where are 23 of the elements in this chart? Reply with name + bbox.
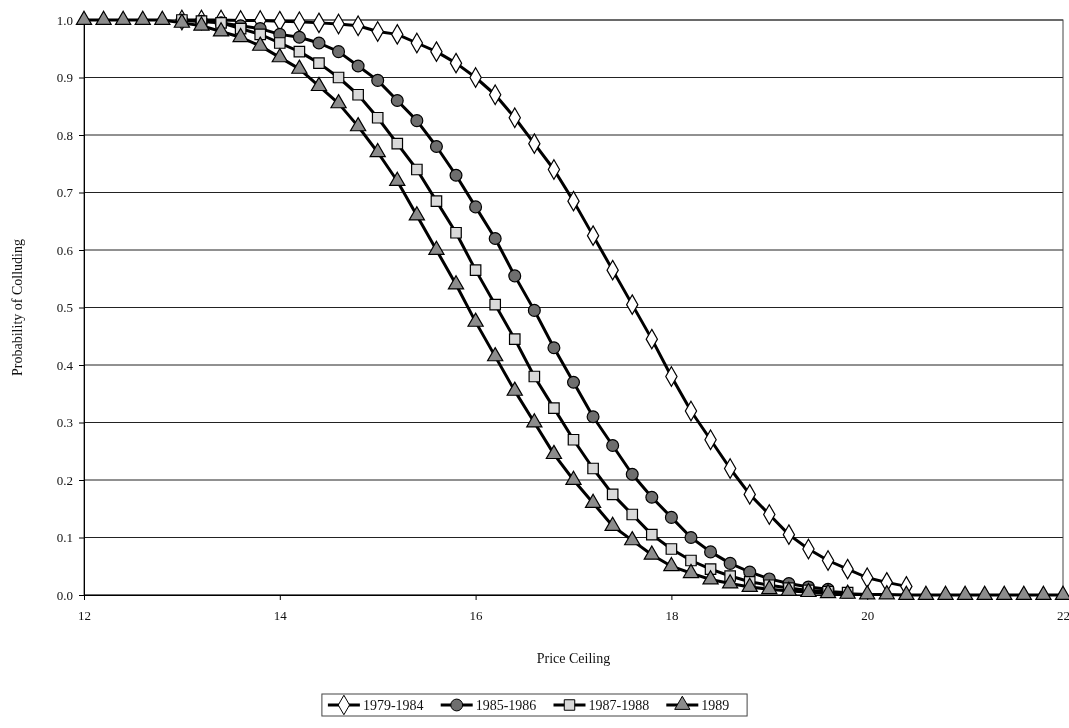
y-tick-label: 0.6: [56, 242, 74, 258]
x-axis-title: Price Ceiling: [536, 651, 611, 666]
x-tick-label: 22: [1057, 607, 1069, 623]
x-tick-label: 16: [469, 607, 484, 623]
x-tick-label: 14: [273, 607, 288, 623]
y-tick-label: 0.5: [56, 300, 73, 316]
x-tick-label: 20: [861, 607, 875, 623]
y-axis-title: Probability of Colluding: [10, 239, 25, 376]
x-tick-label: 18: [665, 607, 679, 623]
legend-label: 1989: [701, 698, 730, 713]
y-tick-label: 0.8: [56, 127, 73, 143]
y-tick-label: 0.2: [56, 472, 73, 488]
y-tick-label: 0.7: [56, 185, 74, 201]
legend-label: 1985-1986: [475, 698, 537, 713]
y-tick-label: 0.9: [56, 70, 73, 86]
y-tick-label: 1.0: [56, 12, 73, 28]
y-tick-label: 0.3: [56, 415, 73, 431]
y-tick-label: 0.4: [56, 357, 74, 373]
legend-label: 1987-1988: [588, 698, 650, 713]
x-tick-label: 12: [78, 607, 91, 623]
y-tick-label: 0.1: [56, 530, 73, 546]
y-tick-label: 0.0: [56, 587, 73, 603]
legend-label: 1979-1984: [362, 698, 424, 713]
